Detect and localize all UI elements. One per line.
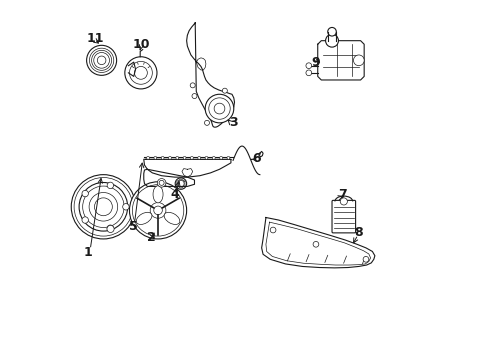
Circle shape [177, 180, 184, 187]
Circle shape [71, 175, 135, 239]
Circle shape [363, 256, 368, 262]
Text: 3: 3 [228, 116, 237, 129]
Circle shape [190, 83, 195, 88]
Circle shape [168, 157, 171, 159]
Ellipse shape [164, 212, 180, 225]
Circle shape [129, 182, 186, 239]
Text: 4: 4 [170, 188, 179, 201]
Circle shape [205, 94, 233, 123]
Circle shape [305, 70, 311, 76]
Circle shape [204, 120, 209, 125]
Circle shape [134, 66, 147, 79]
Text: 5: 5 [128, 220, 137, 233]
Circle shape [219, 157, 222, 159]
Circle shape [222, 88, 227, 93]
Circle shape [327, 27, 336, 36]
Circle shape [154, 157, 157, 159]
Circle shape [94, 53, 109, 68]
Text: 6: 6 [252, 152, 261, 165]
Circle shape [150, 203, 165, 218]
Circle shape [146, 157, 149, 159]
Circle shape [86, 45, 116, 75]
Circle shape [270, 227, 275, 233]
Polygon shape [261, 217, 374, 268]
Circle shape [175, 178, 186, 189]
Circle shape [79, 183, 127, 231]
Circle shape [161, 157, 164, 159]
Circle shape [305, 63, 311, 68]
Polygon shape [143, 169, 194, 186]
Circle shape [153, 206, 162, 215]
Circle shape [89, 48, 114, 72]
Circle shape [132, 185, 183, 236]
Circle shape [214, 103, 224, 114]
Circle shape [340, 198, 346, 205]
Circle shape [212, 157, 215, 159]
Circle shape [107, 225, 113, 231]
Circle shape [129, 62, 152, 84]
Circle shape [74, 177, 132, 236]
Circle shape [94, 198, 112, 216]
Polygon shape [186, 23, 234, 127]
Ellipse shape [153, 186, 163, 203]
Circle shape [97, 56, 106, 64]
Text: 10: 10 [132, 39, 149, 51]
Text: 2: 2 [147, 231, 156, 244]
Circle shape [226, 157, 229, 159]
Text: 7: 7 [338, 188, 346, 201]
Polygon shape [143, 159, 230, 177]
Circle shape [82, 217, 88, 223]
Circle shape [91, 50, 111, 70]
Text: 9: 9 [310, 55, 319, 69]
Circle shape [82, 186, 124, 228]
Circle shape [204, 157, 207, 159]
Circle shape [122, 203, 129, 210]
Ellipse shape [136, 212, 152, 225]
Circle shape [208, 98, 230, 119]
Circle shape [190, 157, 193, 159]
Circle shape [159, 180, 164, 185]
Circle shape [157, 179, 165, 187]
FancyBboxPatch shape [331, 201, 355, 233]
Text: 1: 1 [83, 246, 92, 258]
Circle shape [325, 34, 338, 47]
Circle shape [192, 94, 197, 99]
Circle shape [176, 157, 178, 159]
Circle shape [107, 182, 113, 189]
Circle shape [82, 190, 88, 197]
Circle shape [183, 157, 185, 159]
Polygon shape [317, 41, 364, 80]
Text: 11: 11 [86, 32, 104, 45]
Circle shape [197, 157, 200, 159]
Circle shape [312, 242, 318, 247]
Circle shape [89, 193, 118, 221]
Circle shape [124, 57, 157, 89]
Circle shape [353, 55, 364, 66]
Text: 8: 8 [354, 226, 363, 239]
Circle shape [107, 225, 114, 233]
